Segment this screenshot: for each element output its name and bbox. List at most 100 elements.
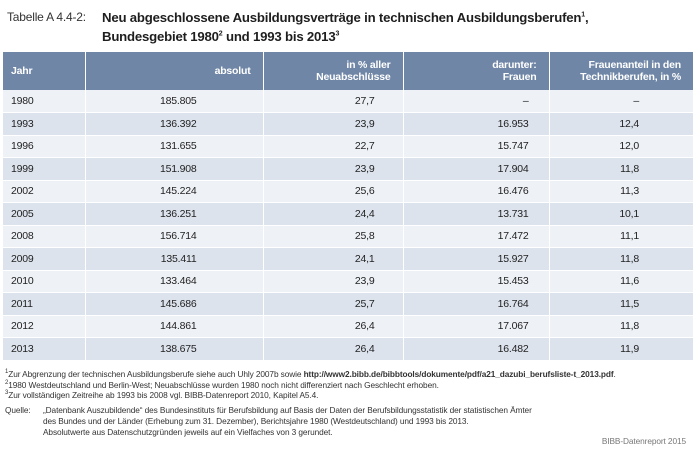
table-row: 2005 136.251 24,4 13.731 10,1 [3, 202, 693, 226]
cell-frauenanteil: 11,5 [549, 292, 693, 316]
cell-prozent: 24,1 [263, 247, 404, 271]
cell-prozent: 23,9 [263, 112, 404, 136]
cell-frauen: 16.476 [403, 180, 550, 203]
cell-frauen: 15.927 [403, 247, 550, 271]
cell-frauenanteil: 11,8 [549, 315, 693, 338]
cell-frauen: 17.067 [403, 315, 550, 338]
data-table: Jahr absolut in % aller Neuabschlüsse da… [3, 52, 693, 361]
footnote-1-end: . [613, 369, 616, 379]
title-line-1-end: , [584, 10, 589, 25]
source-line-2: des Bundes und der Länder (Erhebung zum … [43, 415, 469, 426]
footnote-2-text: 1980 Westdeutschland und Berlin-West; Ne… [8, 379, 439, 390]
cell-absolut: 145.686 [85, 292, 264, 316]
cell-frauen: 15.453 [403, 270, 550, 293]
cell-frauenanteil: – [549, 90, 693, 113]
cell-jahr: 2009 [3, 247, 86, 271]
cell-frauenanteil: 12,4 [549, 112, 693, 136]
footnote-1-link[interactable]: http://www2.bibb.de/bibbtools/dokumente/… [303, 369, 614, 379]
cell-frauenanteil: 11,9 [549, 337, 693, 361]
cell-absolut: 136.392 [85, 112, 264, 136]
table-title: Neu abgeschlossene Ausbildungsverträge i… [102, 8, 692, 46]
table-row: 2008 156.714 25,8 17.472 11,1 [3, 225, 693, 248]
cell-jahr: 2010 [3, 270, 86, 293]
cell-jahr: 2011 [3, 292, 86, 316]
cell-absolut: 138.675 [85, 337, 264, 361]
cell-frauenanteil: 11,3 [549, 180, 693, 203]
cell-jahr: 1980 [3, 90, 86, 113]
cell-prozent: 27,7 [263, 90, 404, 113]
cell-absolut: 131.655 [85, 135, 264, 158]
header-frauenanteil-line2: Technikberufen, in % [580, 71, 681, 83]
cell-frauenanteil: 11,8 [549, 247, 693, 271]
header-absolut: absolut [85, 52, 264, 90]
header-jahr: Jahr [3, 52, 86, 90]
cell-frauenanteil: 11,8 [549, 157, 693, 181]
cell-prozent: 23,9 [263, 157, 404, 181]
table-row: 1996 131.655 22,7 15.747 12,0 [3, 135, 693, 158]
cell-jahr: 2013 [3, 337, 86, 361]
title-footnote-2-marker: 2 [218, 30, 223, 38]
title-line-2: Bundesgebiet 19802 und 1993 bis 20133 [102, 27, 692, 46]
title-footnote-1-marker: 1 [581, 11, 585, 19]
header-darunter-line2: Frauen [502, 71, 537, 83]
footnote-3-number: 3 [5, 390, 9, 397]
cell-frauenanteil: 12,0 [549, 135, 693, 158]
source-note: Quelle: „Datenbank Auszubildende“ des Bu… [5, 405, 695, 437]
footnote-2-number: 2 [5, 379, 9, 386]
cell-absolut: 133.464 [85, 270, 264, 293]
cell-frauen: 17.472 [403, 225, 550, 248]
cell-frauenanteil: 11,6 [549, 270, 693, 293]
cell-prozent: 25,8 [263, 225, 404, 248]
footnote-3: 3Zur vollständigen Zeitreihe ab 1993 bis… [5, 390, 695, 401]
table-row: 2013 138.675 26,4 16.482 11,9 [3, 337, 693, 361]
footnote-1: 1Zur Abgrenzung der technischen Ausbildu… [5, 369, 695, 380]
cell-jahr: 1996 [3, 135, 86, 158]
table-row: 2009 135.411 24,1 15.927 11,8 [3, 247, 693, 271]
table-row: 2011 145.686 25,7 16.764 11,5 [3, 292, 693, 316]
header-darunter-line1: darunter: [492, 59, 537, 71]
footnote-2: 21980 Westdeutschland und Berlin-West; N… [5, 380, 695, 391]
header-frauenanteil-line1: Frauenanteil in den [588, 59, 682, 71]
cell-frauen: 13.731 [403, 202, 550, 226]
table-row: 1999 151.908 23,9 17.904 11,8 [3, 157, 693, 181]
cell-frauen: 16.764 [403, 292, 550, 316]
cell-jahr: 2005 [3, 202, 86, 226]
cell-frauen: 16.953 [403, 112, 550, 136]
footnotes: 1Zur Abgrenzung der technischen Ausbildu… [5, 369, 695, 437]
footnote-1-number: 1 [5, 369, 9, 376]
table-row: 2002 145.224 25,6 16.476 11,3 [3, 180, 693, 203]
cell-absolut: 145.224 [85, 180, 264, 203]
header-darunter-frauen: darunter: Frauen [403, 52, 550, 90]
cell-jahr: 1999 [3, 157, 86, 181]
table-row: 1993 136.392 23,9 16.953 12,4 [3, 112, 693, 136]
cell-absolut: 136.251 [85, 202, 264, 226]
table-caption: Tabelle A 4.4-2: Neu abgeschlossene Ausb… [7, 8, 697, 48]
title-line-2-text-b: und 1993 bis 2013 [222, 29, 336, 44]
source-line-3: Absolutwerte aus Datenschutzgründen jewe… [43, 426, 333, 437]
cell-prozent: 24,4 [263, 202, 404, 226]
header-row: Jahr absolut in % aller Neuabschlüsse da… [3, 52, 693, 90]
cell-frauenanteil: 10,1 [549, 202, 693, 226]
table-row: 2010 133.464 23,9 15.453 11,6 [3, 270, 693, 293]
cell-jahr: 2012 [3, 315, 86, 338]
source-lines: „Datenbank Auszubildende“ des Bundesinst… [43, 405, 695, 437]
cell-prozent: 26,4 [263, 315, 404, 338]
table-row: 1980 185.805 27,7– – [3, 90, 693, 113]
cell-frauenanteil: 11,1 [549, 225, 693, 248]
table-header: Jahr absolut in % aller Neuabschlüsse da… [3, 52, 693, 90]
table-number: Tabelle A 4.4-2: [7, 10, 86, 24]
header-prozent-neuabschluesse: in % aller Neuabschlüsse [263, 52, 404, 90]
cell-frauen: 15.747 [403, 135, 550, 158]
table-body: 1980 185.805 27,7– –1993 136.392 23,9 16.953 12… [3, 90, 693, 361]
title-line-2-text-a: Bundesgebiet 1980 [102, 29, 219, 44]
cell-prozent: 25,6 [263, 180, 404, 203]
cell-absolut: 185.805 [85, 90, 264, 113]
cell-absolut: 156.714 [85, 225, 264, 248]
cell-jahr: 2008 [3, 225, 86, 248]
cell-prozent: 26,4 [263, 337, 404, 361]
cell-absolut: 135.411 [85, 247, 264, 271]
report-credit: BIBB-Datenreport 2015 [601, 436, 686, 446]
cell-jahr: 1993 [3, 112, 86, 136]
title-line-1: Neu abgeschlossene Ausbildungsverträge i… [102, 8, 692, 27]
